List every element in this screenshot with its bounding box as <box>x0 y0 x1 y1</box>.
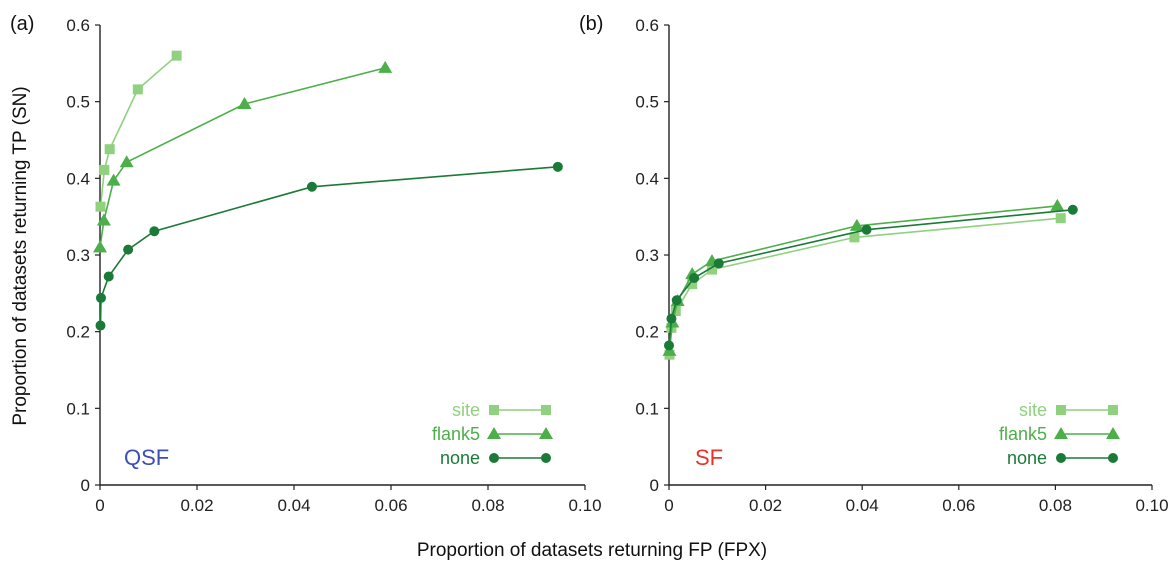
series-line-none <box>99 166 558 326</box>
panel-b: 0 0.1 0.2 0.3 0.4 0.5 0.6 0 0.02 0.04 0.06 0.08 0.10… <box>579 13 1169 515</box>
legend-label-site: site <box>1019 400 1047 420</box>
y-tick-label: 0.2 <box>635 323 659 342</box>
x-tick-label: 0.10 <box>1135 496 1168 515</box>
point-site <box>132 84 143 95</box>
y-tick-label: 0 <box>81 476 90 495</box>
y-axis-title: Proportion of datasets returning TP (SN) <box>10 86 31 425</box>
y-tick-label: 0.4 <box>635 169 659 188</box>
point-site <box>99 164 110 175</box>
x-tick-label: 0.08 <box>1039 496 1072 515</box>
y-tick-label: 0 <box>650 476 659 495</box>
point-flank5 <box>96 213 111 226</box>
point-flank5 <box>1050 198 1065 211</box>
legend-marker-none <box>1056 453 1066 463</box>
legend-marker-none <box>489 453 499 463</box>
point-flank5 <box>378 60 393 73</box>
point-flank5 <box>119 155 134 168</box>
series-line-flank5 <box>99 67 386 248</box>
y-tick-label: 0.5 <box>66 93 90 112</box>
panel-label: (a) <box>10 13 34 35</box>
legend-marker-site <box>489 405 499 415</box>
point-none <box>1067 204 1078 215</box>
x-tick-label: 0.04 <box>277 496 310 515</box>
x-tick-label: 0 <box>664 496 673 515</box>
legend-marker-flank5 <box>1054 427 1068 439</box>
point-none <box>95 292 106 303</box>
x-tick-label: 0.02 <box>180 496 213 515</box>
legend-marker-flank5 <box>1106 427 1120 439</box>
legend-marker-site <box>1056 405 1066 415</box>
point-none <box>671 295 682 306</box>
corner-label: QSF <box>124 445 169 470</box>
legend-label-flank5: flank5 <box>999 424 1047 444</box>
x-tick-label: 0.06 <box>374 496 407 515</box>
point-none <box>713 258 724 269</box>
point-site <box>95 201 106 212</box>
y-tick-label: 0.6 <box>635 16 659 35</box>
point-site <box>706 264 717 275</box>
point-site <box>849 232 860 243</box>
y-tick-label: 0.1 <box>66 399 90 418</box>
series-line-site <box>668 217 1061 355</box>
point-none <box>861 224 872 235</box>
legend-marker-flank5 <box>487 427 501 439</box>
point-site <box>687 279 698 290</box>
legend-marker-none <box>541 453 551 463</box>
x-axis-title: Proportion of datasets returning FP (FPX… <box>417 540 767 561</box>
legend-marker-site <box>1108 405 1118 415</box>
corner-label: SF <box>695 445 723 470</box>
point-flank5 <box>237 96 252 109</box>
point-flank5 <box>93 240 107 253</box>
x-tick-label: 0.02 <box>749 496 782 515</box>
y-tick-label: 0.5 <box>635 93 659 112</box>
point-none <box>689 273 700 283</box>
y-tick-label: 0.2 <box>66 323 90 342</box>
point-site <box>104 144 115 155</box>
point-none <box>103 271 114 282</box>
point-none <box>306 181 317 192</box>
point-none <box>95 320 106 331</box>
y-tick-label: 0.3 <box>635 246 659 265</box>
point-none <box>149 226 160 237</box>
point-none <box>552 161 563 172</box>
x-tick-label: 0 <box>95 496 104 515</box>
legend-marker-site <box>541 405 551 415</box>
point-flank5 <box>106 173 121 186</box>
y-tick-label: 0.1 <box>635 399 659 418</box>
y-tick-label: 0.3 <box>66 246 90 265</box>
point-flank5 <box>849 218 864 231</box>
x-tick-label: 0.08 <box>471 496 504 515</box>
legend-marker-flank5 <box>539 427 553 439</box>
panel-a: 0 0.1 0.2 0.3 0.4 0.5 0.6 0 0.02 0.04 0.06 0.08 0.10… <box>10 13 602 515</box>
legend-marker-none <box>1108 453 1118 463</box>
point-none <box>666 313 677 324</box>
legend-label-flank5: flank5 <box>432 424 480 444</box>
x-tick-label: 0.04 <box>846 496 879 515</box>
point-none <box>123 244 134 255</box>
y-tick-label: 0.4 <box>66 169 90 188</box>
point-none <box>664 340 674 351</box>
x-tick-label: 0.06 <box>942 496 975 515</box>
y-tick-label: 0.6 <box>66 16 90 35</box>
legend-label-none: none <box>1007 448 1047 468</box>
point-site <box>171 50 182 61</box>
x-tick-label: 0.10 <box>568 496 601 515</box>
legend-label-none: none <box>440 448 480 468</box>
panel-label: (b) <box>579 13 603 35</box>
point-site <box>1055 213 1066 224</box>
legend-label-site: site <box>452 400 480 420</box>
